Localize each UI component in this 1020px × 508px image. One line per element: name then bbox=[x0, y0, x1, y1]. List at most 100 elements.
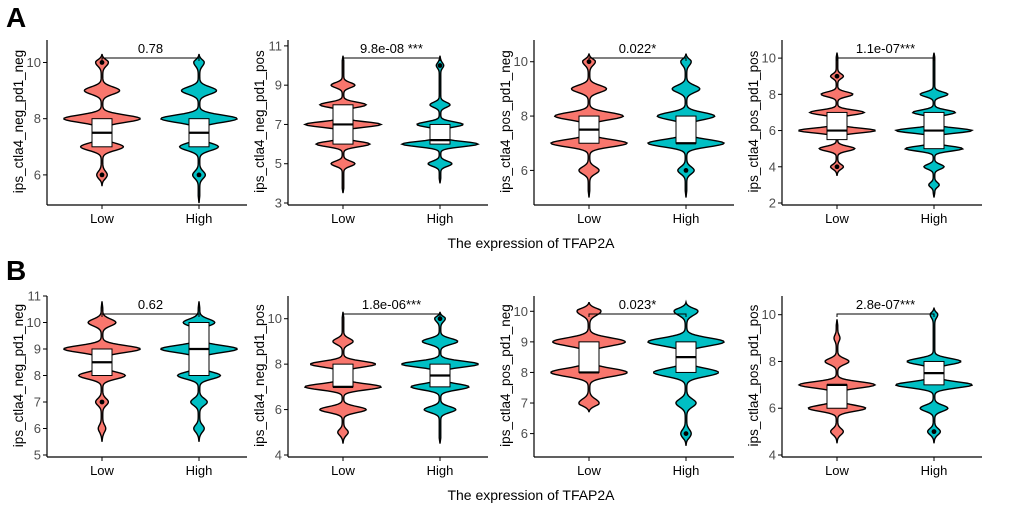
y-axis-label: ips_ctla4_pos_pd1_neg bbox=[498, 304, 513, 447]
x-tick-label-high: High bbox=[186, 211, 213, 226]
significance-bracket bbox=[342, 313, 441, 317]
panel-label-a: A bbox=[6, 2, 26, 33]
y-tick-label: 6 bbox=[769, 401, 776, 416]
significance-bracket bbox=[836, 313, 935, 317]
x-tick-label-high: High bbox=[186, 463, 213, 478]
y-axis-label: ips_ctla4_neg_pd1_neg bbox=[11, 50, 26, 193]
y-tick-label: 5 bbox=[34, 448, 41, 463]
outlier-point bbox=[99, 60, 105, 65]
y-tick-label: 10 bbox=[514, 304, 528, 319]
significance-bracket bbox=[101, 313, 200, 317]
panel-label-b: B bbox=[6, 255, 26, 286]
y-tick-label: 6 bbox=[521, 163, 528, 178]
box-low bbox=[332, 363, 354, 388]
x-tick-label-low: Low bbox=[331, 463, 355, 478]
significance-label: 0.62 bbox=[138, 297, 163, 312]
x-caption-row-b: The expression of TFAP2A bbox=[447, 487, 615, 503]
outlier-point bbox=[196, 172, 202, 178]
outlier-point bbox=[683, 168, 689, 173]
y-tick-label: 8 bbox=[34, 368, 41, 383]
x-tick-label-high: High bbox=[673, 211, 700, 226]
x-tick-label-low: Low bbox=[577, 463, 601, 478]
y-tick-label: 11 bbox=[28, 289, 42, 304]
x-caption-row-a: The expression of TFAP2A bbox=[447, 235, 615, 251]
x-tick-label-low: Low bbox=[825, 211, 849, 226]
y-tick-label: 6 bbox=[275, 402, 282, 417]
significance-bracket bbox=[588, 313, 687, 317]
y-tick-label: 8 bbox=[769, 354, 776, 369]
violin-high bbox=[647, 299, 725, 446]
y-tick-label: 7 bbox=[521, 396, 528, 411]
x-tick-label-low: Low bbox=[331, 211, 355, 226]
significance-bracket bbox=[342, 57, 441, 61]
outlier-point bbox=[586, 59, 592, 65]
outlier-point bbox=[834, 164, 840, 170]
y-tick-label: 6 bbox=[521, 426, 528, 441]
y-axis-label: ips_ctla4_pos_pd1_neg bbox=[498, 50, 513, 193]
y-axis-label: ips_ctla4_neg_pd1_pos bbox=[252, 50, 267, 193]
y-tick-label: 5 bbox=[275, 156, 282, 171]
x-tick-label-low: Low bbox=[577, 211, 601, 226]
y-axis-label: ips_ctla4_pos_pd1_pos bbox=[746, 50, 761, 192]
y-axis-label: ips_ctla4_pos_pd1_pos bbox=[746, 304, 761, 446]
y-axis-label: ips_ctla4_neg_pd1_pos bbox=[252, 304, 267, 447]
significance-label: 2.8e-07*** bbox=[856, 297, 915, 312]
significance-bracket bbox=[836, 57, 935, 61]
y-tick-label: 10 bbox=[762, 307, 776, 322]
y-tick-label: 9 bbox=[275, 78, 282, 93]
x-tick-label-high: High bbox=[673, 463, 700, 478]
y-tick-label: 10 bbox=[27, 315, 41, 330]
y-tick-label: 6 bbox=[769, 123, 776, 138]
significance-label: 0.023* bbox=[619, 297, 657, 312]
outlier-point bbox=[931, 429, 937, 435]
significance-bracket bbox=[588, 57, 687, 61]
violin-high bbox=[400, 55, 480, 184]
y-tick-label: 4 bbox=[769, 159, 776, 174]
y-tick-label: 2 bbox=[769, 196, 776, 211]
significance-bracket bbox=[101, 57, 200, 61]
y-tick-label: 6 bbox=[34, 167, 41, 182]
y-tick-label: 8 bbox=[769, 87, 776, 102]
outlier-point bbox=[834, 73, 840, 79]
y-tick-label: 10 bbox=[268, 311, 282, 326]
x-tick-label-high: High bbox=[921, 211, 948, 226]
y-tick-label: 4 bbox=[769, 448, 776, 463]
y-tick-label: 6 bbox=[34, 421, 41, 436]
y-tick-label: 10 bbox=[514, 54, 528, 69]
x-tick-label-low: Low bbox=[90, 463, 114, 478]
significance-label: 1.8e-06*** bbox=[362, 297, 421, 312]
y-tick-label: 8 bbox=[521, 109, 528, 124]
y-tick-label: 4 bbox=[275, 448, 282, 463]
outlier-point bbox=[99, 399, 105, 405]
y-axis-label: ips_ctla4_neg_pd1_neg bbox=[11, 304, 26, 447]
y-tick-label: 3 bbox=[275, 196, 282, 211]
outlier-point bbox=[437, 316, 443, 322]
x-tick-label-low: Low bbox=[825, 463, 849, 478]
y-tick-label: 8 bbox=[275, 357, 282, 372]
x-tick-label-high: High bbox=[427, 211, 454, 226]
y-tick-label: 10 bbox=[762, 51, 776, 66]
outlier-point bbox=[437, 63, 443, 68]
y-tick-label: 8 bbox=[34, 111, 41, 126]
outlier-point bbox=[683, 431, 689, 436]
y-tick-label: 9 bbox=[521, 334, 528, 349]
box-low bbox=[578, 341, 600, 373]
x-tick-label-low: Low bbox=[90, 211, 114, 226]
significance-label: 0.78 bbox=[138, 41, 163, 56]
x-tick-label-high: High bbox=[921, 463, 948, 478]
y-tick-label: 11 bbox=[269, 38, 283, 53]
y-tick-label: 8 bbox=[521, 365, 528, 380]
y-tick-label: 7 bbox=[275, 117, 282, 132]
x-tick-label-high: High bbox=[427, 463, 454, 478]
outlier-point bbox=[99, 172, 105, 178]
significance-label: 9.8e-08 *** bbox=[360, 41, 423, 56]
y-tick-label: 9 bbox=[34, 342, 41, 357]
